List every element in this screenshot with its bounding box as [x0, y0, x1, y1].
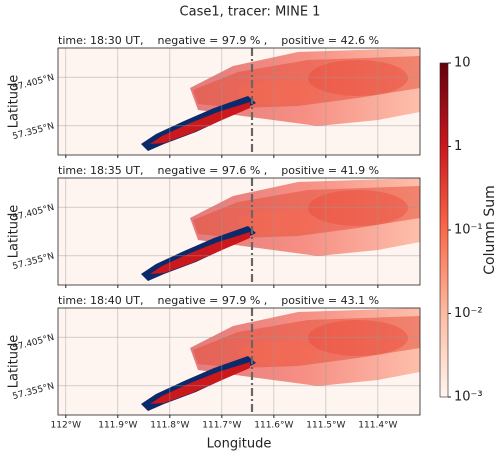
y-axis-label: Latitude	[7, 205, 22, 259]
x-tick-label: 111.8°W	[150, 421, 189, 431]
map-frame	[57, 177, 421, 286]
map-frame	[57, 47, 421, 156]
map-frame	[57, 307, 421, 416]
colorbar	[439, 62, 449, 398]
x-tick-label: 111.9°W	[98, 421, 137, 431]
panel-title: time: 18:40 UT, negative = 97.9 % , posi…	[58, 294, 379, 307]
x-tick-label: 111.5°W	[306, 421, 345, 431]
panel-title: time: 18:35 UT, negative = 97.6 % , posi…	[58, 164, 379, 177]
figure-title: Case1, tracer: MINE 1	[180, 5, 321, 20]
panel-title: time: 18:30 UT, negative = 97.9 % , posi…	[58, 34, 379, 47]
colorbar-tick-label: 1	[454, 139, 462, 154]
colorbar-tick-label: 10⁻²	[454, 306, 483, 321]
y-axis-label: Latitude	[7, 335, 22, 389]
x-tick-label: 111.4°W	[358, 421, 397, 431]
x-tick-label: 112°W	[51, 421, 82, 431]
x-tick-label: 111.6°W	[254, 421, 293, 431]
colorbar-tick-label: 10⁻¹	[454, 223, 483, 238]
x-tick-label: 111.7°W	[202, 421, 241, 431]
colorbar-tick-label: 10	[454, 56, 471, 71]
x-axis-label: Longitude	[207, 437, 272, 452]
y-axis-label: Latitude	[7, 75, 22, 129]
colorbar-tick-label: 10⁻³	[454, 390, 483, 405]
colorbar-label: Column Sum	[482, 185, 498, 274]
